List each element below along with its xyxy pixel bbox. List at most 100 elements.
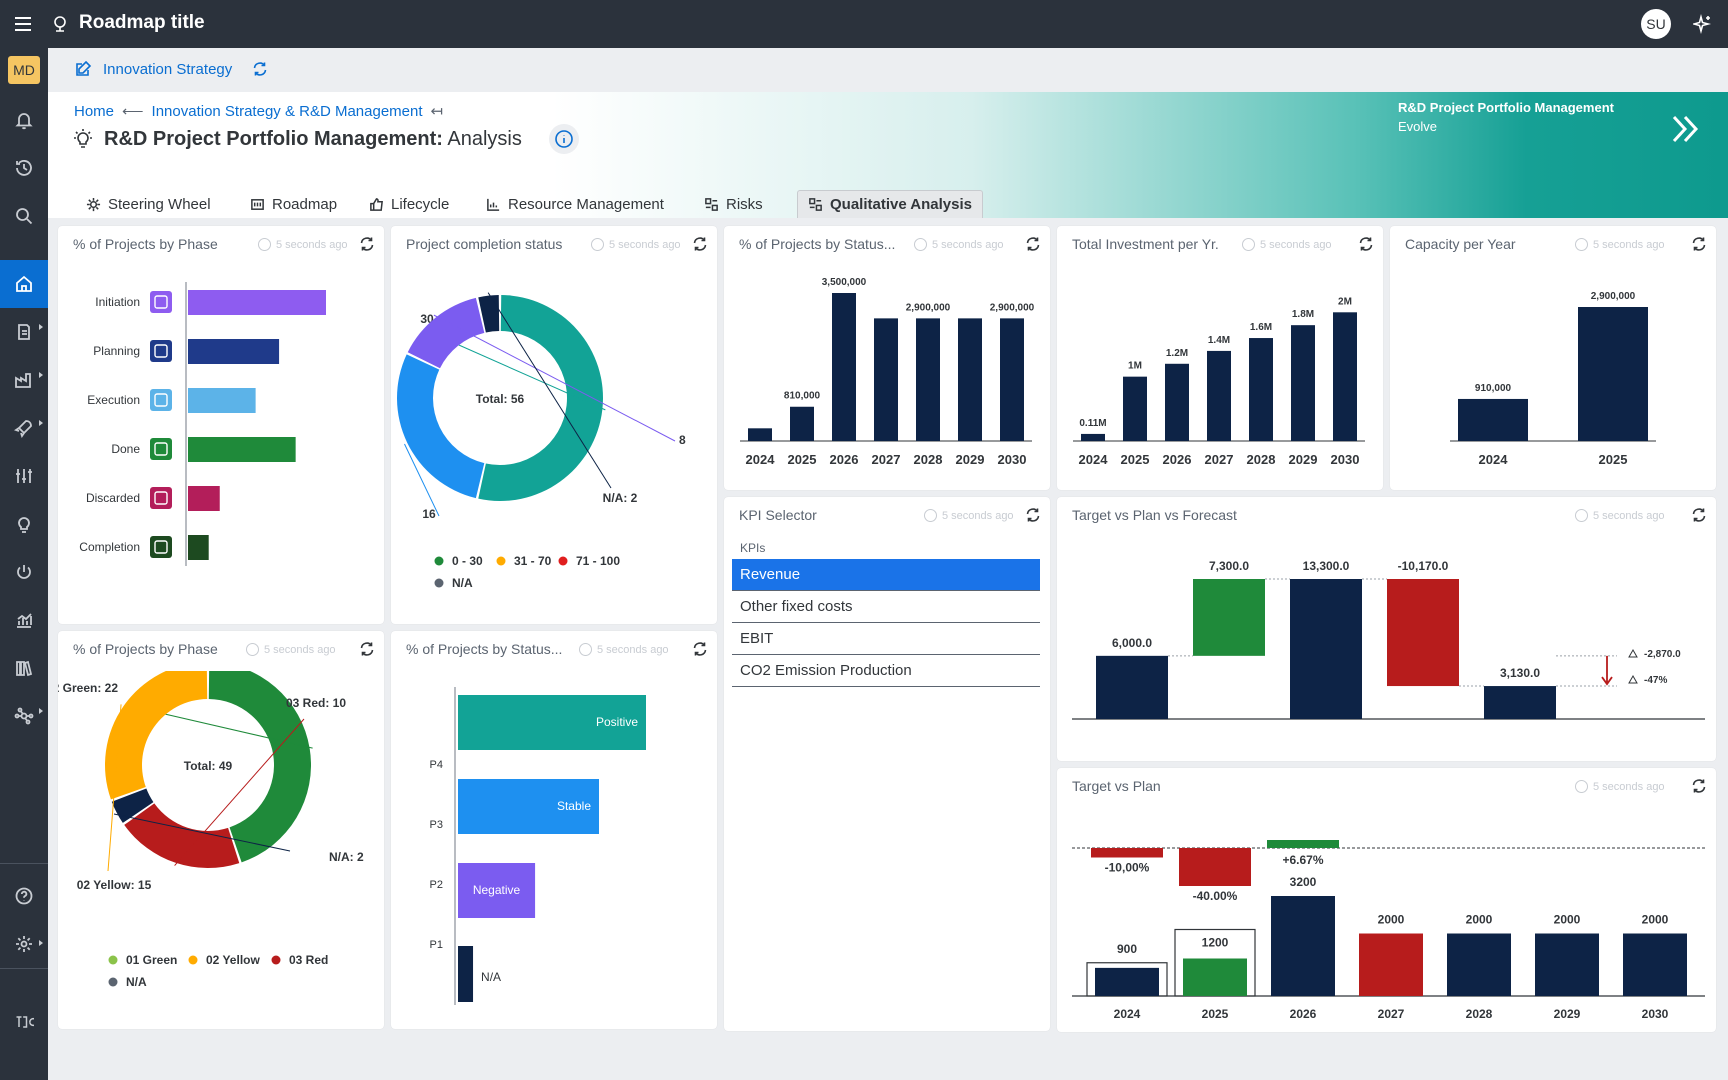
legend-swatch [108, 955, 118, 965]
donut-center-label: Total: 56 [476, 392, 525, 406]
card-completion: Project completion status 5 seconds ago … [391, 226, 717, 624]
bell-icon[interactable] [0, 100, 48, 140]
sliders-icon[interactable] [0, 452, 48, 500]
triangle-icon [1628, 648, 1638, 658]
tick-label: 2024 [1479, 452, 1509, 467]
tick-label: 2027 [1378, 1007, 1405, 1021]
slice-label: N/A: 2 [329, 850, 364, 864]
refresh-icon[interactable] [1691, 778, 1707, 794]
rocket-icon[interactable] [0, 404, 48, 452]
refresh-icon[interactable] [1025, 507, 1041, 523]
refresh-icon[interactable] [1358, 236, 1374, 252]
history-icon[interactable] [0, 148, 48, 188]
refresh-icon[interactable] [692, 236, 708, 252]
card-title: Capacity per Year [1405, 236, 1516, 252]
tab-qualitative-analysis[interactable]: Qualitative Analysis [797, 190, 984, 218]
tab-lifecycle[interactable]: Lifecycle [369, 190, 449, 218]
tick-label: 2027 [1205, 452, 1234, 467]
document-icon[interactable] [0, 308, 48, 356]
bar [1271, 896, 1335, 996]
refresh-icon[interactable] [359, 236, 375, 252]
data-label: 0.11M [1079, 418, 1106, 429]
card-phase-bar: % of Projects by Phase 5 seconds ago Ini… [58, 226, 384, 624]
card-investment: Total Investment per Yr. 5 seconds ago 0… [1057, 226, 1383, 490]
bar [1333, 312, 1357, 441]
clock-icon [1575, 780, 1588, 793]
analytics-icon[interactable] [0, 596, 48, 644]
lightbulb-icon [72, 128, 94, 150]
workspace-badge[interactable]: MD [8, 56, 40, 84]
data-label: 1200 [1202, 936, 1229, 950]
risks-icon [705, 197, 718, 211]
help-icon[interactable] [0, 876, 48, 916]
hamburger-menu-icon[interactable] [12, 13, 34, 35]
kpi-item-other-fixed-costs[interactable]: Other fixed costs [732, 591, 1040, 623]
legend-swatch [558, 556, 568, 566]
data-label: 2M [1338, 296, 1352, 307]
breadcrumb-home[interactable]: Home [74, 102, 115, 120]
refresh-icon[interactable] [1691, 236, 1707, 252]
back-arrow-icon[interactable]: ↤ [430, 103, 444, 120]
bar [458, 695, 646, 750]
bar [832, 293, 856, 441]
subheader-title[interactable]: Innovation Strategy [103, 61, 233, 78]
data-label: 2000 [1554, 913, 1581, 927]
data-label: 7,300.0 [1209, 559, 1249, 573]
sync-icon[interactable] [252, 61, 268, 77]
data-label: 1M [1128, 361, 1142, 372]
factory-icon[interactable] [0, 356, 48, 404]
data-label: 1.8M [1292, 309, 1314, 320]
tab-resource-management[interactable]: Resource Management [486, 190, 664, 218]
edit-icon[interactable] [74, 60, 92, 78]
clock-icon [1242, 238, 1255, 251]
kpi-item-revenue[interactable]: Revenue [732, 559, 1040, 591]
refresh-icon[interactable] [359, 641, 375, 657]
user-avatar[interactable]: SU [1641, 9, 1671, 39]
refresh-icon[interactable] [692, 641, 708, 657]
tab-risks[interactable]: Risks [704, 190, 763, 218]
refresh-icon[interactable] [1691, 507, 1707, 523]
kpi-item-ebit[interactable]: EBIT [732, 623, 1040, 655]
donut-slice [407, 297, 485, 369]
breadcrumb-parent[interactable]: Innovation Strategy & R&D Management [151, 102, 423, 120]
tab-roadmap[interactable]: Roadmap [250, 190, 337, 218]
data-label: -10,170.0 [1398, 559, 1449, 573]
category-label: Planning [93, 344, 140, 358]
legend-label: N/A [126, 975, 147, 989]
refresh-icon[interactable] [1025, 236, 1041, 252]
settings-gear-icon[interactable] [0, 924, 48, 964]
legend-swatch [434, 556, 444, 566]
kpi-item-co2-emission[interactable]: CO2 Emission Production [732, 655, 1040, 687]
library-icon[interactable] [0, 644, 48, 692]
tick-label: 2025 [1599, 452, 1628, 467]
info-button[interactable] [549, 124, 579, 154]
bar [188, 486, 220, 511]
tick-label: 2026 [830, 452, 859, 467]
phase-icon-glyph [154, 442, 168, 456]
home-icon[interactable] [0, 260, 48, 308]
phase-icon-glyph [154, 344, 168, 358]
legend-label: N/A [452, 576, 473, 590]
tick-label: 2026 [1163, 452, 1192, 467]
search-icon[interactable] [0, 196, 48, 236]
card-title: % of Projects by Phase [73, 641, 218, 657]
leader-line [404, 443, 440, 517]
network-icon[interactable] [0, 692, 48, 740]
donut-slice [124, 803, 240, 868]
annotation: -2,870.0 [1644, 649, 1681, 660]
power-icon[interactable] [0, 548, 48, 596]
lightbulb-icon[interactable] [0, 500, 48, 548]
phase-icon [150, 487, 172, 509]
tab-steering-wheel[interactable]: Steering Wheel [86, 190, 211, 218]
tick-label: 2024 [1114, 1007, 1141, 1021]
sparkle-ai-icon[interactable] [1690, 13, 1713, 35]
expand-chevrons-icon[interactable] [1668, 112, 1702, 146]
bar [458, 779, 599, 834]
clock-icon [1575, 509, 1588, 522]
bar [188, 388, 256, 413]
hero-title: R&D Project Portfolio Management [1398, 100, 1614, 115]
donut-slice [397, 354, 485, 499]
leader-line [113, 813, 291, 852]
tick-label: 2026 [1290, 1007, 1317, 1021]
